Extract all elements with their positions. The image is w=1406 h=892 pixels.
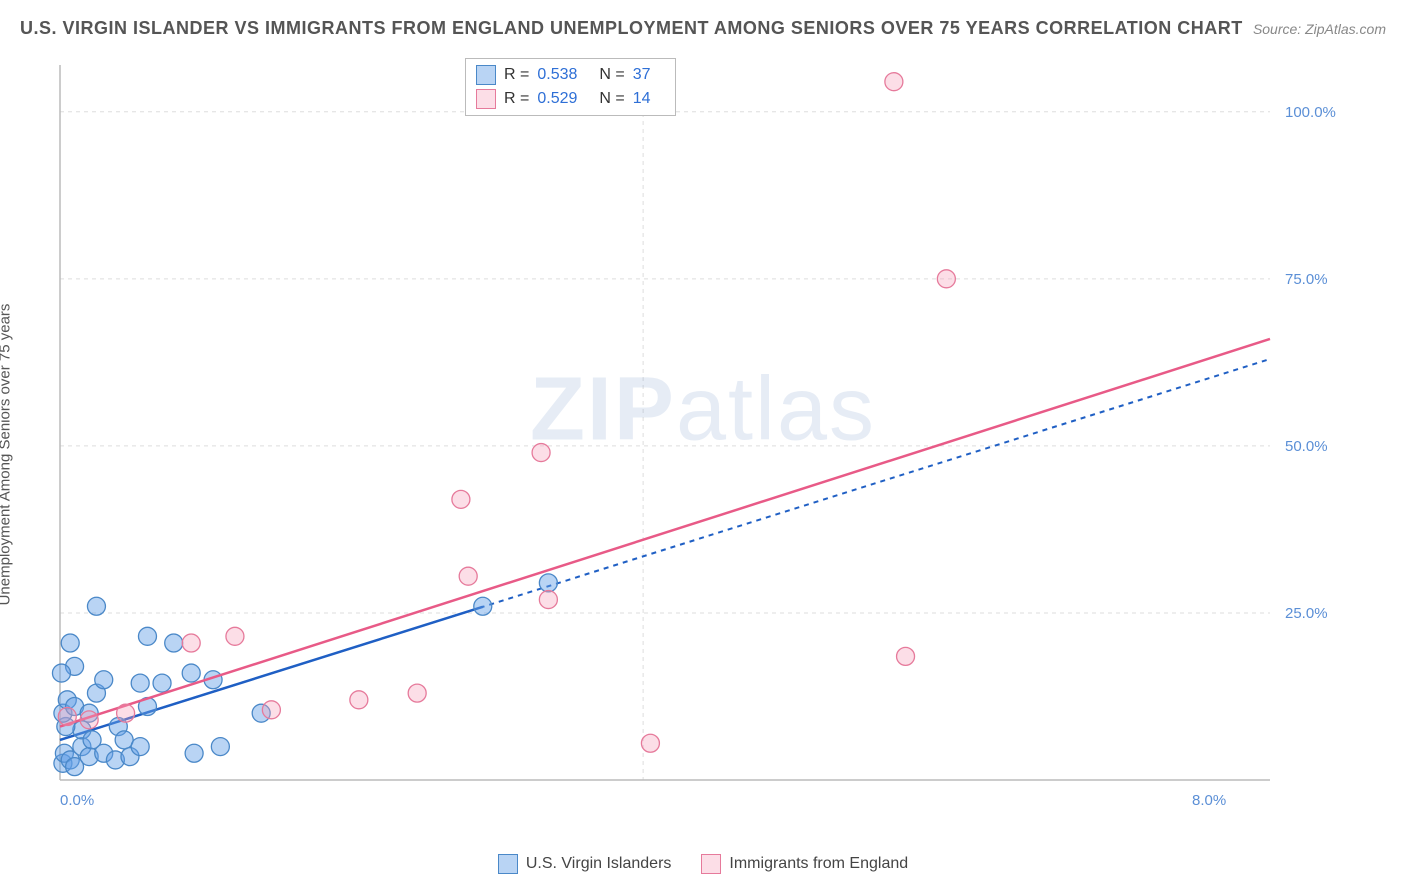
- svg-text:0.0%: 0.0%: [60, 792, 94, 809]
- n-label: N =: [599, 87, 624, 111]
- legend-swatch: [476, 89, 496, 109]
- legend-row: R = 0.538 N = 37: [476, 63, 665, 87]
- svg-text:100.0%: 100.0%: [1285, 104, 1336, 121]
- series-label: Immigrants from England: [729, 855, 908, 873]
- r-label: R =: [504, 87, 529, 111]
- svg-text:50.0%: 50.0%: [1285, 438, 1328, 455]
- svg-text:8.0%: 8.0%: [1192, 792, 1226, 809]
- chart-title: U.S. VIRGIN ISLANDER VS IMMIGRANTS FROM …: [20, 18, 1243, 39]
- legend-swatch: [701, 854, 721, 874]
- correlation-legend: R = 0.538 N = 37 R = 0.529 N = 14: [465, 58, 676, 116]
- r-label: R =: [504, 63, 529, 87]
- n-value: 37: [633, 63, 651, 87]
- legend-item: U.S. Virgin Islanders: [498, 854, 672, 874]
- svg-text:75.0%: 75.0%: [1285, 271, 1328, 288]
- legend-swatch: [498, 854, 518, 874]
- legend-row: R = 0.529 N = 14: [476, 87, 665, 111]
- n-label: N =: [599, 63, 624, 87]
- n-value: 14: [633, 87, 651, 111]
- svg-text:25.0%: 25.0%: [1285, 605, 1328, 622]
- source-label: Source: ZipAtlas.com: [1253, 21, 1386, 37]
- scatter-plot: 25.0% 50.0% 75.0% 100.0% 0.0% 8.0%: [50, 55, 1340, 825]
- y-axis-label: Unemployment Among Seniors over 75 years: [0, 304, 14, 606]
- legend-item: Immigrants from England: [701, 854, 908, 874]
- r-value: 0.538: [537, 63, 577, 87]
- legend-swatch: [476, 65, 496, 85]
- r-value: 0.529: [537, 87, 577, 111]
- series-label: U.S. Virgin Islanders: [526, 855, 672, 873]
- series-legend: U.S. Virgin Islanders Immigrants from Eng…: [0, 854, 1406, 874]
